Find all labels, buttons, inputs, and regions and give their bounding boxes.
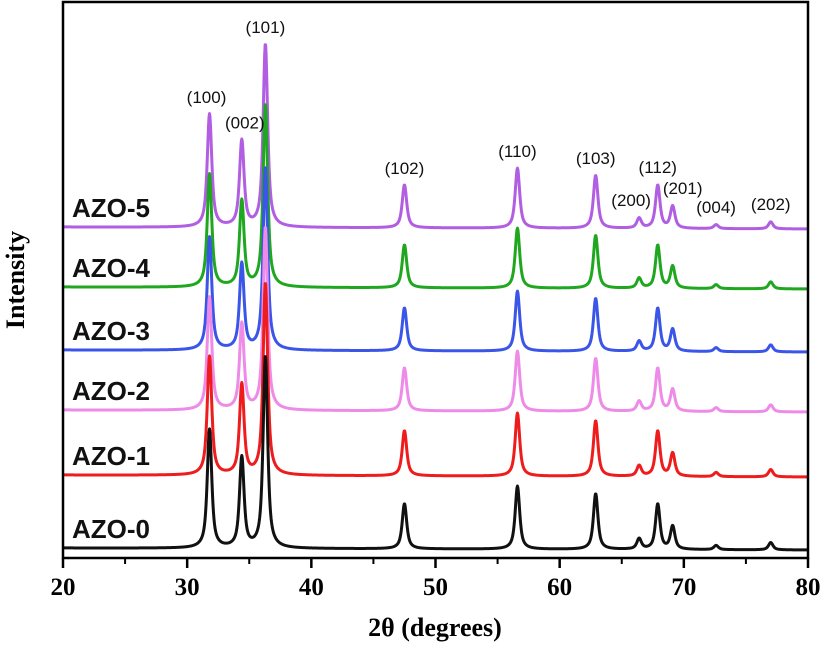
x-tick-label: 70: [671, 574, 696, 601]
peak-label: (200): [611, 191, 651, 210]
series-label: AZO-1: [72, 441, 150, 471]
x-tick-label: 50: [423, 574, 448, 601]
x-tick-label: 30: [175, 574, 200, 601]
series-labels: AZO-5 AZO-4 AZO-3 AZO-2 AZO-1 AZO-0: [72, 193, 151, 544]
peak-label: (004): [696, 198, 736, 217]
x-tick-label: 60: [547, 574, 572, 601]
peak-label: (202): [751, 195, 791, 214]
x-ticks: 20 30 40 50 60 70 80: [51, 558, 821, 601]
series-label: AZO-3: [72, 316, 150, 346]
series-line-azo-4: [62, 103, 809, 291]
peak-label: (103): [576, 149, 616, 168]
series-label: AZO-0: [72, 514, 150, 544]
series-line-azo-2: [62, 226, 809, 414]
x-tick-label: 20: [51, 574, 76, 601]
series-line-azo-0: [62, 355, 809, 552]
series-line-azo-3: [62, 166, 809, 354]
peak-labels: (100) (002) (101) (102) (110) (103) (200) (112)…: [187, 18, 791, 217]
series-label: AZO-5: [72, 193, 150, 223]
peak-label: (112): [639, 158, 677, 177]
peak-label: (002): [225, 113, 265, 132]
peak-label: (110): [498, 142, 536, 161]
peak-label: (100): [187, 88, 227, 107]
series-curves: [62, 43, 809, 552]
x-tick-label: 40: [299, 574, 324, 601]
x-tick-label: 80: [796, 574, 821, 601]
series-line-azo-1: [62, 282, 809, 479]
series-line-azo-5: [62, 43, 809, 231]
series-label: AZO-2: [72, 376, 150, 406]
series-label: AZO-4: [72, 253, 151, 283]
peak-label: (101): [246, 18, 286, 37]
peak-label: (201): [663, 179, 703, 198]
peak-label: (102): [385, 159, 425, 178]
x-axis-label: 2θ (degrees): [368, 613, 502, 642]
y-axis-label: Intensity: [1, 231, 30, 329]
